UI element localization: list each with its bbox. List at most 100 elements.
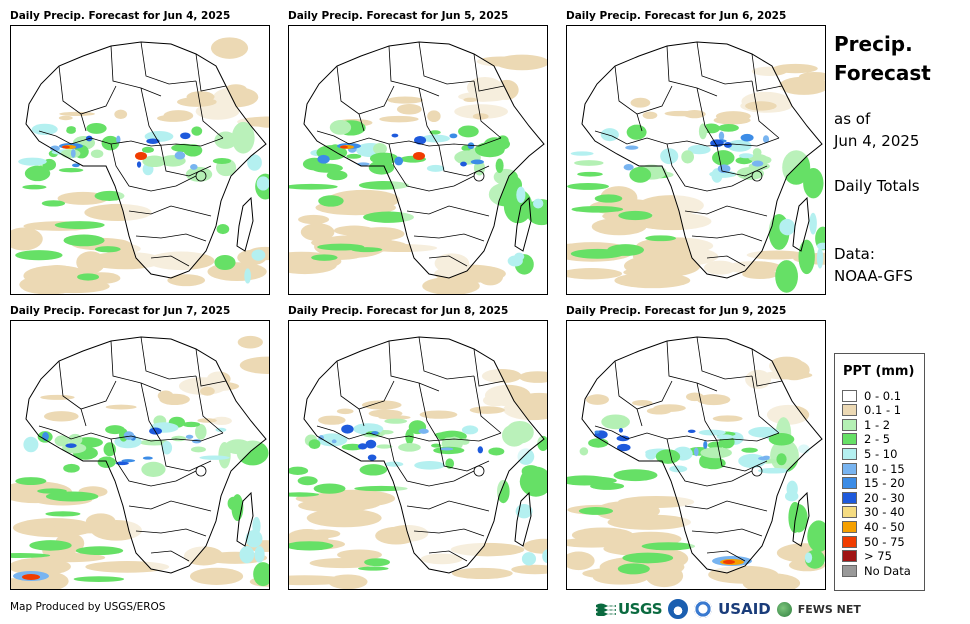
precip-area: [687, 144, 711, 155]
country-border: [691, 233, 763, 242]
country-border: [696, 41, 753, 85]
legend-swatch: [842, 433, 857, 446]
country-border: [684, 205, 768, 217]
legend-item: No Data: [842, 563, 911, 578]
precip-area: [214, 254, 236, 271]
precip-area: [190, 446, 206, 453]
precip-area: [804, 552, 813, 563]
precip-area: [177, 97, 217, 107]
precip-area: [141, 461, 166, 477]
legend-swatch: [842, 477, 857, 490]
country-border: [684, 500, 768, 512]
precip-area: [451, 567, 513, 580]
country-border: [358, 113, 365, 132]
precip-area: [245, 529, 263, 548]
precip-area: [22, 574, 40, 580]
precip-area: [570, 248, 625, 259]
precip-area: [289, 541, 334, 551]
precip-area: [641, 542, 696, 551]
globe-icon: [776, 601, 792, 617]
precip-area: [718, 123, 739, 132]
country-border: [413, 528, 485, 537]
precip-area: [645, 450, 657, 460]
precip-area: [63, 234, 105, 247]
precip-map: [288, 25, 548, 295]
legend-swatch: [842, 404, 857, 417]
usaid-logo: USAID: [718, 600, 771, 618]
country-border: [80, 408, 87, 427]
precip-area: [746, 250, 807, 260]
country-border: [696, 87, 718, 147]
precip-area: [618, 428, 624, 433]
precip-area: [625, 145, 639, 150]
precip-area: [718, 131, 725, 141]
legend-item: > 75: [842, 549, 892, 564]
panel-title: Daily Precip. Forecast for Jun 6, 2025: [566, 10, 787, 22]
precip-area: [171, 143, 197, 153]
africa-map: [11, 37, 269, 294]
country-border: [636, 408, 643, 427]
precip-area: [716, 434, 734, 440]
precip-area: [693, 447, 699, 457]
panel-title: Daily Precip. Forecast for Jun 7, 2025: [10, 305, 231, 317]
precip-area: [336, 408, 354, 415]
precip-area: [567, 537, 625, 548]
precip-area: [361, 400, 402, 410]
precip-area: [516, 392, 547, 409]
legend-item: 20 - 30: [842, 490, 905, 505]
panel-title: Daily Precip. Forecast for Jun 9, 2025: [566, 305, 787, 317]
country-border: [418, 382, 440, 442]
precip-area: [356, 162, 370, 166]
legend-item: 2 - 5: [842, 432, 890, 447]
map-credit: Map Produced by USGS/EROS: [10, 601, 166, 613]
legend-item: 0.1 - 1: [842, 403, 901, 418]
precip-area: [298, 214, 330, 225]
legend-title: PPT (mm): [843, 364, 915, 379]
legend-label: 30 - 40: [864, 505, 905, 520]
precip-area: [776, 453, 787, 466]
precip-area: [114, 109, 128, 119]
country-border: [195, 80, 224, 139]
country-border: [594, 130, 780, 147]
precip-area: [617, 563, 650, 575]
africa-map: [289, 336, 547, 589]
lake-victoria-outline: [751, 465, 763, 477]
country-border: [140, 41, 197, 85]
precip-area: [521, 552, 537, 566]
precip-area: [171, 435, 187, 442]
precip-area: [642, 111, 658, 120]
legend-swatch: [842, 491, 857, 504]
precip-area: [742, 573, 801, 589]
precip-area: [630, 97, 651, 108]
precip-area: [516, 186, 526, 204]
country-border: [751, 348, 783, 387]
precip-area: [318, 415, 346, 425]
precip-area: [414, 135, 427, 145]
precip-area: [313, 483, 346, 494]
legend-item: 15 - 20: [842, 476, 905, 491]
precip-area: [738, 153, 754, 159]
precip-area: [779, 218, 796, 236]
country-border: [406, 500, 490, 512]
country-border: [110, 340, 162, 392]
precip-map: [566, 25, 826, 295]
precip-area: [75, 546, 124, 556]
legend-label: No Data: [864, 563, 911, 578]
precip-area: [384, 418, 408, 424]
precip-area: [809, 212, 817, 235]
precip-area: [317, 433, 348, 447]
country-border: [751, 375, 780, 434]
precip-area: [414, 461, 445, 470]
precip-area: [752, 148, 762, 157]
country-border: [666, 45, 718, 97]
legend-label: 0.1 - 1: [864, 403, 902, 418]
precip-area: [346, 153, 362, 159]
country-border: [751, 53, 783, 92]
country-border: [691, 528, 763, 537]
precip-area: [337, 549, 382, 561]
country-border: [128, 500, 212, 512]
precip-area: [40, 394, 75, 400]
precip-area: [394, 156, 404, 166]
precip-area: [369, 152, 399, 165]
precip-area: [297, 476, 318, 486]
